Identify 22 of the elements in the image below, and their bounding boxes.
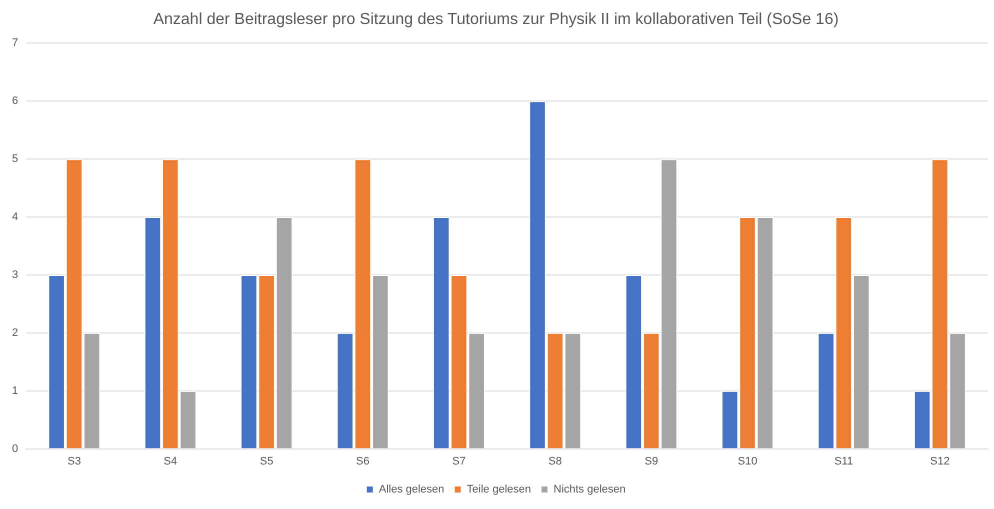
x-tick-label: S5 — [260, 455, 274, 468]
x-tick-label: S7 — [452, 455, 466, 468]
x-tick-label: S4 — [164, 455, 178, 468]
legend-label: Nichts gelesen — [553, 484, 626, 496]
y-tick-label: 1 — [12, 384, 18, 397]
x-tick-label: S12 — [930, 455, 950, 468]
y-tick-label: 4 — [12, 211, 18, 224]
x-tick-label: S6 — [356, 455, 370, 468]
chart-title: Anzahl der Beitragsleser pro Sitzung des Tutoriums zur Physik II im kollaborativen Teil (SoSe 16) — [153, 11, 839, 28]
y-tick-label: 0 — [12, 442, 18, 455]
y-tick-label: 3 — [12, 269, 18, 282]
x-tick-label: S11 — [834, 455, 854, 468]
y-tick-label: 5 — [12, 153, 18, 166]
y-tick-label: 2 — [12, 326, 18, 339]
y-tick-label: 7 — [12, 37, 18, 50]
x-tick-label: S9 — [644, 455, 658, 468]
x-tick-label: S8 — [548, 455, 562, 468]
legend-label: Teile gelesen — [466, 484, 532, 496]
legend-label: Alles gelesen — [378, 484, 444, 496]
x-tick-label: S10 — [738, 455, 758, 468]
y-tick-label: 6 — [12, 95, 18, 108]
x-tick-label: S3 — [67, 455, 81, 468]
